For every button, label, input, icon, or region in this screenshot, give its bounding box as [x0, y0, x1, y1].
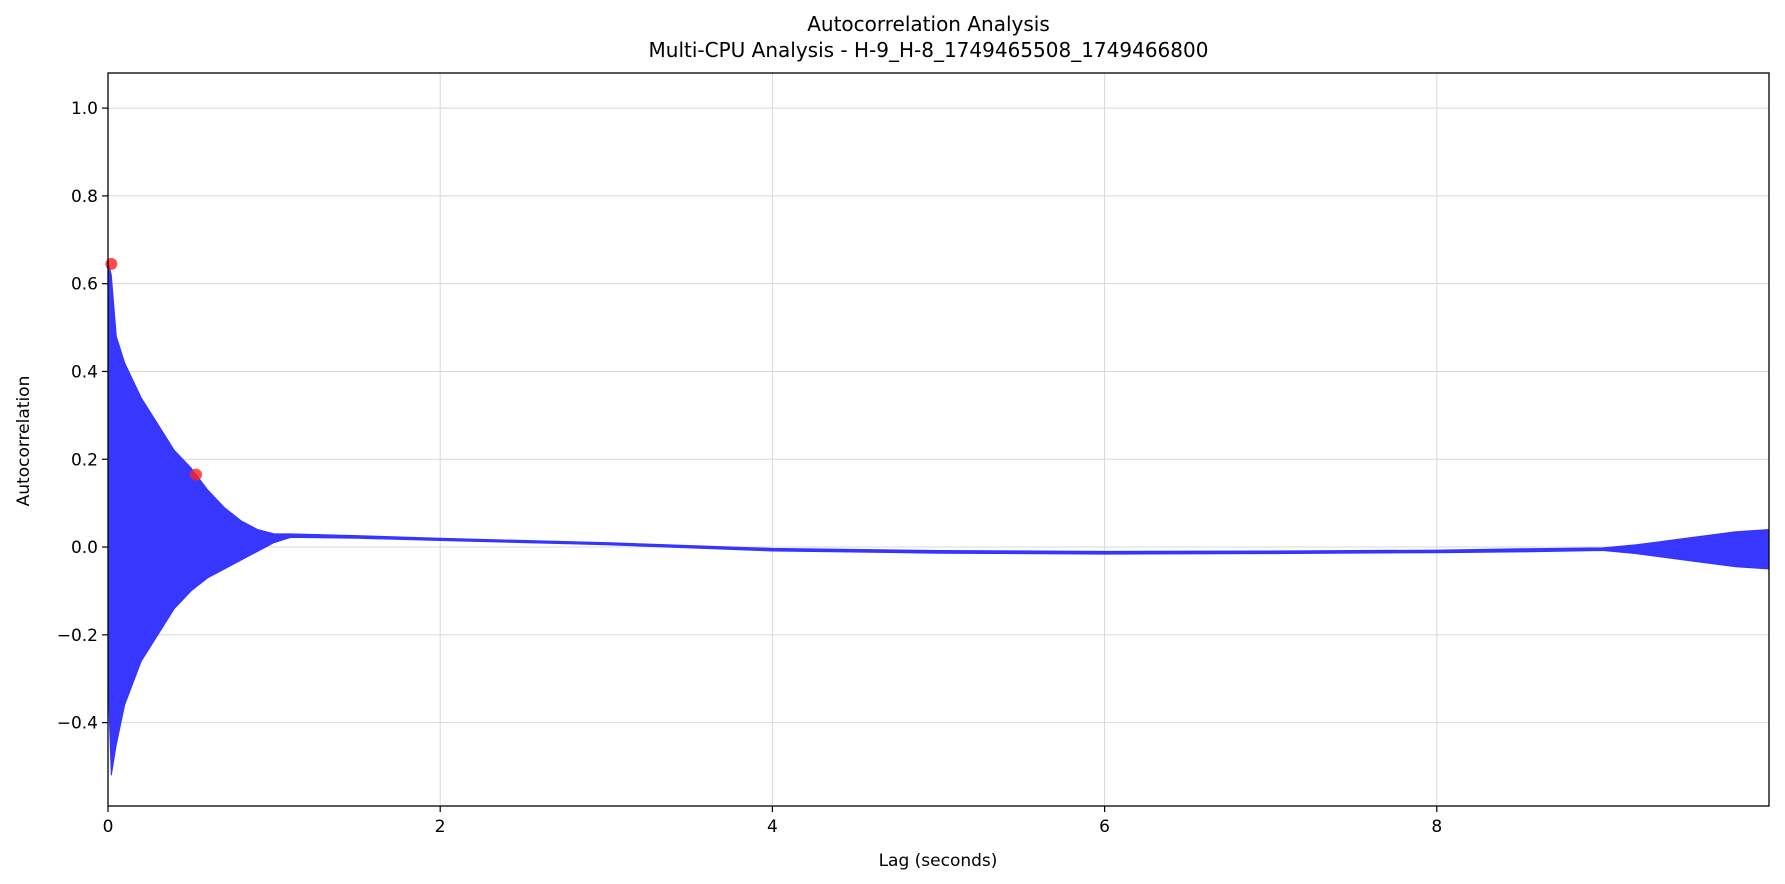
plot-frame [107, 72, 1770, 807]
y-tick-label: 0.2 [71, 450, 98, 470]
grid-lines [107, 73, 1769, 806]
chart-subtitle: Multi-CPU Analysis - H-9_H-8_1749465508_… [648, 38, 1209, 62]
chart-title: Autocorrelation Analysis [807, 12, 1050, 36]
y-tick-label: −0.2 [57, 626, 98, 646]
x-axis-label: Lag (seconds) [879, 851, 998, 871]
y-tick-label: 1.0 [71, 99, 98, 119]
x-tick-label: 2 [435, 817, 446, 837]
autocorrelation-series [107, 261, 1770, 776]
y-tick-label: 0.6 [71, 275, 98, 295]
x-tick-label: 8 [1431, 817, 1442, 837]
x-tick-label: 4 [767, 817, 778, 837]
y-axis-label: Autocorrelation [14, 376, 34, 507]
x-tick-label: 0 [103, 817, 114, 837]
y-tick-label: 0.4 [71, 362, 98, 382]
series-area [107, 261, 1770, 776]
x-tick-label: 6 [1099, 817, 1110, 837]
axis-ticks: 0 2 4 6 8 −0.4 −0.2 0.0 0.2 0.4 0.6 0.8 1.0 [57, 99, 1442, 837]
peak-marker [190, 468, 203, 481]
y-tick-label: −0.4 [57, 714, 98, 734]
y-tick-label: 0.0 [71, 538, 98, 558]
y-tick-label: 0.8 [71, 187, 98, 207]
peak-marker [105, 257, 118, 270]
